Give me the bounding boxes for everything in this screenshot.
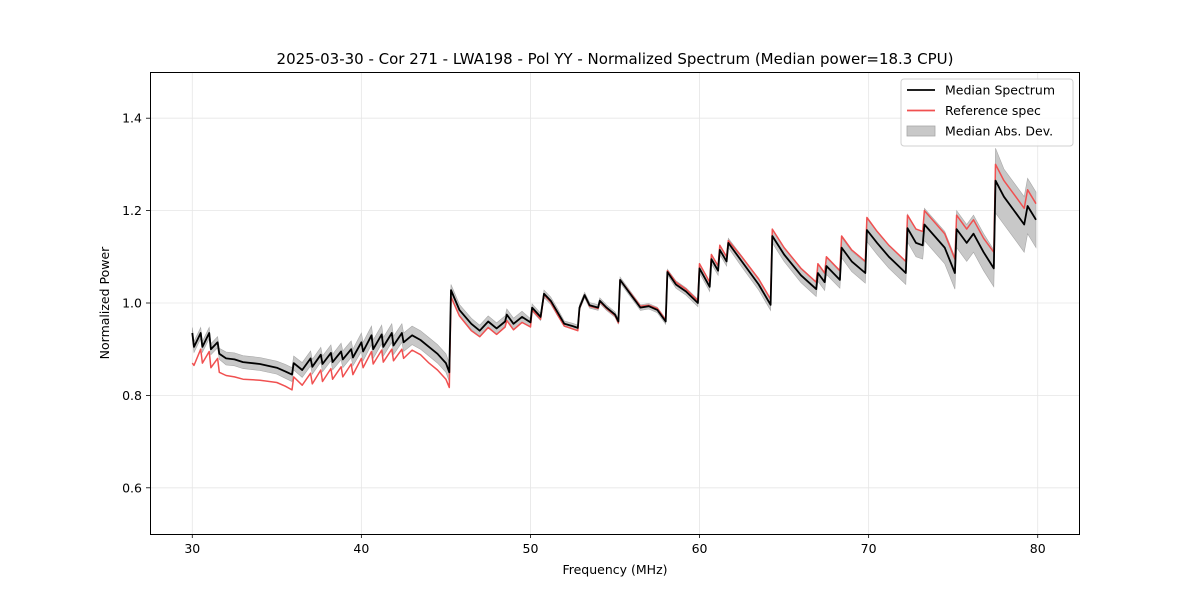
- median-spectrum-line: [191, 179, 1037, 376]
- y-axis-label: Normalized Power: [97, 246, 112, 360]
- x-tick-label: 40: [353, 541, 369, 556]
- y-tick-label: 0.6: [122, 480, 142, 495]
- axes-frame: [150, 72, 1080, 535]
- mad-band: [192, 148, 1037, 382]
- y-tick-label: 1.0: [122, 296, 142, 311]
- y-tick-label: 0.8: [122, 388, 142, 403]
- y-tick-label: 1.2: [122, 203, 142, 218]
- legend-swatch-2: [906, 125, 936, 137]
- legend: Median Spectrum Reference spec Median Abs.…: [900, 78, 1074, 147]
- legend-label-1: Reference spec: [945, 103, 1041, 118]
- x-tick-label: 70: [861, 541, 877, 556]
- reference-spectrum-line: [191, 163, 1037, 391]
- x-tick-label: 60: [692, 541, 708, 556]
- x-tick-label: 50: [523, 541, 539, 556]
- legend-label-0: Median Spectrum: [945, 83, 1055, 98]
- legend-frame: [900, 78, 1074, 147]
- plot-area: [191, 148, 1037, 391]
- x-axis: 30 40 50 60 70 80: [184, 534, 1046, 556]
- x-axis-label: Frequency (MHz): [562, 562, 667, 577]
- x-tick-label: 80: [1030, 541, 1046, 556]
- legend-label-2: Median Abs. Dev.: [945, 124, 1053, 139]
- x-tick-label: 30: [184, 541, 200, 556]
- y-tick-label: 1.4: [122, 111, 142, 126]
- y-axis: 0.6 0.8 1.0 1.2 1.4: [122, 111, 150, 495]
- chart-title: 2025-03-30 - Cor 271 - LWA198 - Pol YY -…: [277, 50, 954, 68]
